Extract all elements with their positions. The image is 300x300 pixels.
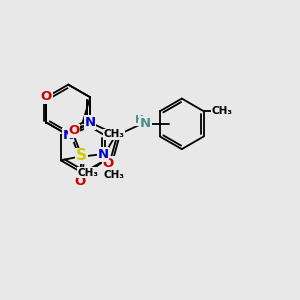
Text: S: S bbox=[76, 148, 87, 164]
Text: O: O bbox=[103, 157, 114, 169]
Text: O: O bbox=[41, 90, 52, 103]
Text: O: O bbox=[69, 124, 80, 137]
Text: O: O bbox=[74, 175, 86, 188]
Text: CH₃: CH₃ bbox=[104, 170, 125, 180]
Text: N: N bbox=[98, 148, 109, 161]
Text: CH₃: CH₃ bbox=[78, 168, 99, 178]
Text: N: N bbox=[63, 129, 74, 142]
Text: CH₃: CH₃ bbox=[104, 129, 125, 139]
Text: N: N bbox=[140, 117, 151, 130]
Text: CH₃: CH₃ bbox=[212, 106, 233, 116]
Text: N: N bbox=[85, 116, 96, 129]
Text: H: H bbox=[135, 115, 144, 125]
